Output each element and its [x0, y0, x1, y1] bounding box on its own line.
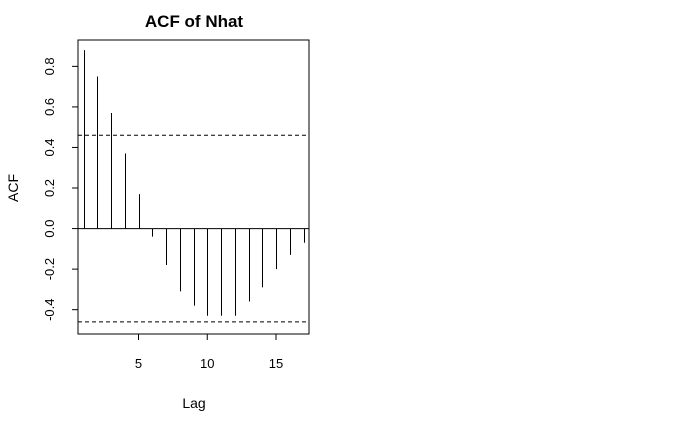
- y-tick-label--0.4: -0.4: [42, 298, 57, 320]
- plot-area: [77, 39, 310, 335]
- y-tick-label--0.2: -0.2: [42, 258, 57, 280]
- x-tick-label-10: 10: [200, 356, 214, 371]
- chart-title: ACF of Nhat: [145, 12, 244, 31]
- y-tick-label-0.8: 0.8: [42, 57, 57, 75]
- x-axis-label: Lag: [182, 395, 205, 411]
- y-tick-label-0.2: 0.2: [42, 179, 57, 197]
- y-tick-label-0.4: 0.4: [42, 138, 57, 156]
- y-tick-label-0.0: 0.0: [42, 220, 57, 238]
- x-tick-label-5: 5: [135, 356, 142, 371]
- y-tick-label-0.6: 0.6: [42, 98, 57, 116]
- chart-marks: 5 10 15 -0.4 -0.2 0.0 0.2 0.4 0.6 0.8: [42, 50, 309, 371]
- y-axis-label: ACF: [5, 174, 21, 202]
- x-tick-label-15: 15: [269, 356, 283, 371]
